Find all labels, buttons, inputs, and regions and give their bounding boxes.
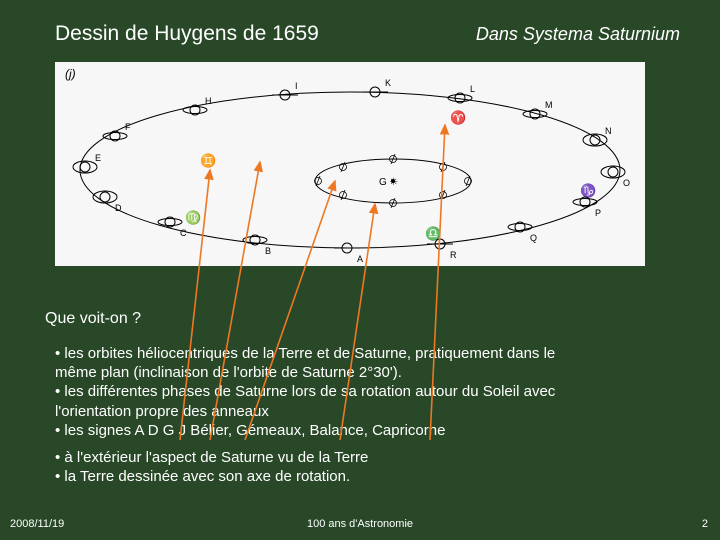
- svg-text:N: N: [605, 126, 612, 136]
- svg-text:A: A: [357, 254, 363, 264]
- title-right: Dans Systema Saturnium: [476, 24, 680, 45]
- bullet-line: • la Terre dessinée avec son axe de rota…: [55, 467, 690, 486]
- svg-text:Q: Q: [530, 233, 537, 243]
- bullets-block: • les orbites héliocentriques de la Terr…: [55, 344, 690, 486]
- bullet-line: même plan (inclinaison de l'orbite de Sa…: [55, 363, 690, 382]
- svg-text:E: E: [95, 153, 101, 163]
- bullet-line: • à l'extérieur l'aspect de Saturne vu d…: [55, 448, 690, 467]
- svg-text:K: K: [385, 78, 391, 88]
- title-left: Dessin de Huygens de 1659: [55, 22, 319, 46]
- bullet-line: • les orbites héliocentriques de la Terr…: [55, 344, 690, 363]
- question-heading: Que voit-on ?: [45, 310, 141, 328]
- bullet-line: l'orientation propre des anneaux: [55, 402, 690, 421]
- svg-text:G ✳: G ✳: [379, 177, 398, 188]
- svg-text:O: O: [623, 178, 630, 188]
- svg-text:I: I: [295, 81, 298, 91]
- svg-text:F: F: [125, 122, 131, 132]
- footer-page: 2: [702, 518, 708, 530]
- svg-text:♈: ♈: [450, 110, 466, 125]
- bullet-line: • les différentes phases de Saturne lors…: [55, 382, 690, 401]
- svg-text:♑: ♑: [580, 183, 596, 198]
- svg-text:(j): (j): [65, 67, 76, 81]
- bullet-line: • les signes A D G J Bélier, Gémeaux, Ba…: [55, 421, 690, 440]
- huygens-figure: (j)G ✳♈♊♍♎♑ABCDEFHIKLMNOPQR: [55, 62, 645, 266]
- svg-text:♊: ♊: [200, 153, 216, 168]
- footer-title: 100 ans d'Astronomie: [0, 518, 720, 530]
- svg-text:B: B: [265, 246, 271, 256]
- svg-text:M: M: [545, 100, 553, 110]
- svg-text:L: L: [470, 84, 475, 94]
- svg-text:P: P: [595, 208, 601, 218]
- svg-text:C: C: [180, 228, 187, 238]
- svg-text:H: H: [205, 96, 212, 106]
- svg-text:R: R: [450, 250, 457, 260]
- svg-text:♍: ♍: [185, 210, 201, 225]
- svg-text:D: D: [115, 203, 122, 213]
